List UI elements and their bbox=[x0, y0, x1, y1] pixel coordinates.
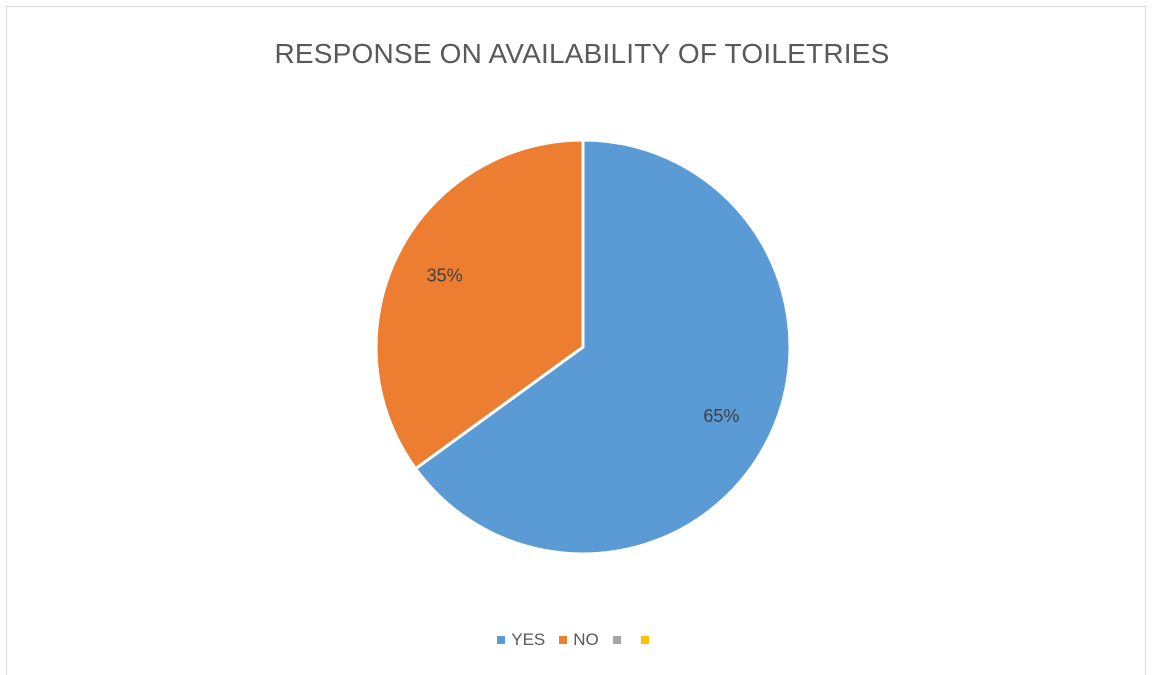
legend-label-no: NO bbox=[573, 630, 599, 649]
legend-item-yes: YES bbox=[497, 630, 545, 650]
pie-slice-no bbox=[374, 138, 585, 471]
data-label-yes: 65% bbox=[703, 406, 739, 426]
legend-swatch-series-3 bbox=[612, 636, 621, 644]
pie-slice-yes bbox=[414, 138, 792, 556]
legend-swatch-no bbox=[559, 636, 568, 644]
legend-swatch-series-4 bbox=[640, 636, 649, 644]
legend-label-yes: YES bbox=[511, 630, 546, 649]
legend-item-series-3 bbox=[612, 636, 627, 644]
legend-item-no: NO bbox=[559, 630, 599, 650]
legend-swatch-yes bbox=[497, 636, 506, 644]
data-label-no: 35% bbox=[427, 265, 463, 285]
chart-title: RESPONSE ON AVAILABILITY OF TOILETRIES bbox=[274, 38, 890, 69]
legend: YES NO bbox=[0, 630, 1152, 650]
legend-item-series-4 bbox=[640, 636, 655, 644]
